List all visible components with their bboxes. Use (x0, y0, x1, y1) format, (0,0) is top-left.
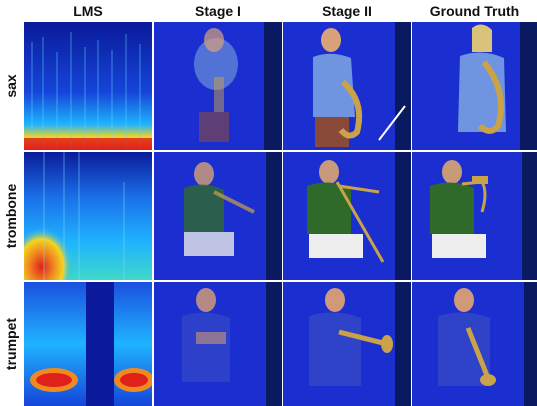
ground-truth-frame-trumpet (412, 282, 537, 406)
col-header-stage-1: Stage I (195, 3, 241, 19)
stage-1-frame-trumpet (154, 282, 282, 406)
ground-truth-frame-sax (412, 22, 537, 150)
col-header-ground-truth: Ground Truth (429, 3, 520, 19)
stage-2-frame-trombone (283, 152, 411, 280)
row-label-trombone: trombone (3, 183, 19, 249)
lms-spectrogram-sax (24, 22, 152, 150)
stage-1-frame-sax (154, 22, 282, 150)
col-header-lms: LMS (73, 3, 103, 19)
row-label-sax: sax (3, 74, 19, 98)
stage-1-frame-trombone (154, 152, 282, 280)
lms-spectrogram-trombone (24, 152, 152, 280)
row-label-trumpet: trumpet (3, 317, 19, 371)
col-header-stage-2: Stage II (322, 3, 372, 19)
stage-2-frame-trumpet (283, 282, 411, 406)
stage-2-frame-sax (283, 22, 411, 150)
ground-truth-frame-trombone (412, 152, 537, 280)
lms-spectrogram-trumpet (24, 282, 152, 406)
